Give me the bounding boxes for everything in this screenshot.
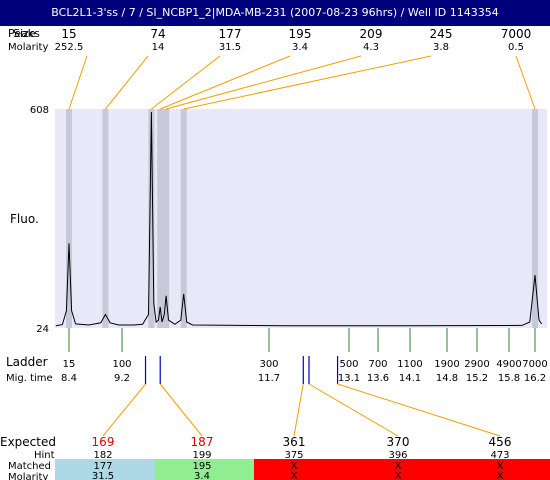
peak-molarity-label: 4.3 xyxy=(363,42,379,53)
peak-band xyxy=(532,109,538,328)
peak-molarity-label: 0.5 xyxy=(508,42,524,53)
expected-size-label: 361 xyxy=(283,435,306,449)
peak-size-label: 15 xyxy=(61,27,76,41)
y-tick-label: 24 xyxy=(36,324,49,335)
window-title: BCL2L1-3'ss / 7 / SI_NCBP1_2|MDA-MB-231 … xyxy=(0,0,550,26)
peaks-header: Size xyxy=(13,27,36,40)
hint-label: Hint xyxy=(34,450,55,461)
expected-molarity-label: X xyxy=(497,471,504,480)
expected-size-label: 187 xyxy=(191,435,214,449)
peak-size-label: 177 xyxy=(219,27,242,41)
peak-size-label: 74 xyxy=(150,27,165,41)
ladder-mig-time-label: 11.7 xyxy=(258,373,280,384)
peak-size-label: 245 xyxy=(430,27,453,41)
matched-cell xyxy=(254,459,550,480)
trace-line xyxy=(55,111,543,327)
expected-hint-label: 473 xyxy=(490,450,509,461)
peak-size-label: 7000 xyxy=(501,27,532,41)
mig-time-label: Mig. time xyxy=(6,373,53,384)
ladder-size-label: 700 xyxy=(368,359,387,370)
expected-molarity-label: 31.5 xyxy=(92,471,114,480)
ladder-mig-time-label: 15.2 xyxy=(466,373,488,384)
ladder-size-label: 100 xyxy=(112,359,131,370)
expected-label: Expected xyxy=(0,435,56,449)
matched-cell xyxy=(155,459,254,480)
expected-callout-line xyxy=(308,383,399,437)
expected-size-label: 456 xyxy=(489,435,512,449)
ladder-size-label: 1900 xyxy=(434,359,459,370)
expected-hint-label: 199 xyxy=(192,450,211,461)
ladder-mig-time-label: 13.1 xyxy=(338,373,360,384)
peak-size-label: 209 xyxy=(360,27,383,41)
ladder-size-label: 4900 xyxy=(496,359,521,370)
expected-matched-label: X xyxy=(395,461,402,472)
peak-callout-line xyxy=(160,55,291,110)
expected-matched-label: 177 xyxy=(93,461,112,472)
ladder-size-label: 2900 xyxy=(464,359,489,370)
molarity-header: Molarity xyxy=(8,42,48,53)
expected-molarity-label: 3.4 xyxy=(194,471,210,480)
expected-matched-label: X xyxy=(497,461,504,472)
ladder-mig-time-label: 15.8 xyxy=(498,373,520,384)
peaks-header-overlap: Peaks xyxy=(8,27,40,40)
expected-molarity-label: X xyxy=(395,471,402,480)
ladder-mig-time-label: 13.6 xyxy=(367,373,389,384)
expected-size-label: 169 xyxy=(92,435,115,449)
matched-label: Matched xyxy=(8,461,51,472)
ladder-size-label: 500 xyxy=(339,359,358,370)
expected-callout-line xyxy=(102,383,146,437)
peak-molarity-label: 31.5 xyxy=(219,42,241,53)
peak-callout-line xyxy=(68,55,88,110)
peak-callout-line xyxy=(183,55,432,110)
peak-callout-line xyxy=(165,55,362,110)
ladder-size-label: 1100 xyxy=(397,359,422,370)
peak-band xyxy=(157,109,164,328)
peak-band xyxy=(66,109,72,328)
expected-size-label: 370 xyxy=(387,435,410,449)
peak-band xyxy=(163,109,170,328)
ladder-mig-time-label: 14.1 xyxy=(399,373,421,384)
peak-band xyxy=(180,109,187,328)
peak-molarity-label: 3.8 xyxy=(433,42,449,53)
peak-band xyxy=(102,109,109,328)
expected-hint-label: 375 xyxy=(284,450,303,461)
expected-matched-label: 195 xyxy=(192,461,211,472)
peak-molarity-label: 14 xyxy=(152,42,165,53)
expected-callout-line xyxy=(293,383,304,437)
matched-cell xyxy=(55,459,155,480)
y-axis-label: Fluo. xyxy=(10,212,39,226)
expected-callout-line xyxy=(159,383,203,437)
ladder-mig-time-label: 9.2 xyxy=(114,373,130,384)
ladder-mig-time-label: 16.2 xyxy=(524,373,546,384)
expected-hint-label: 182 xyxy=(93,450,112,461)
peak-callout-line xyxy=(105,55,149,110)
peak-size-label: 195 xyxy=(289,27,312,41)
ladder-size-label: 15 xyxy=(63,359,76,370)
ladder-size-label: 7000 xyxy=(522,359,547,370)
ladder-label: Ladder xyxy=(6,355,48,369)
expected-hint-label: 396 xyxy=(388,450,407,461)
expected-matched-label: X xyxy=(291,461,298,472)
y-tick-label: 608 xyxy=(30,105,49,116)
expected-molarity-label: X xyxy=(291,471,298,480)
plot-area xyxy=(55,109,547,328)
peak-molarity-label: 252.5 xyxy=(55,42,84,53)
peak-molarity-label: 3.4 xyxy=(292,42,308,53)
peak-callout-line xyxy=(151,55,221,110)
ladder-size-label: 300 xyxy=(259,359,278,370)
molarity-row-label: Molarity xyxy=(8,472,48,480)
expected-callout-line xyxy=(337,383,501,437)
ladder-mig-time-label: 14.8 xyxy=(436,373,458,384)
ladder-mig-time-label: 8.4 xyxy=(61,373,77,384)
peak-callout-line xyxy=(515,55,536,110)
peak-band xyxy=(148,109,155,328)
